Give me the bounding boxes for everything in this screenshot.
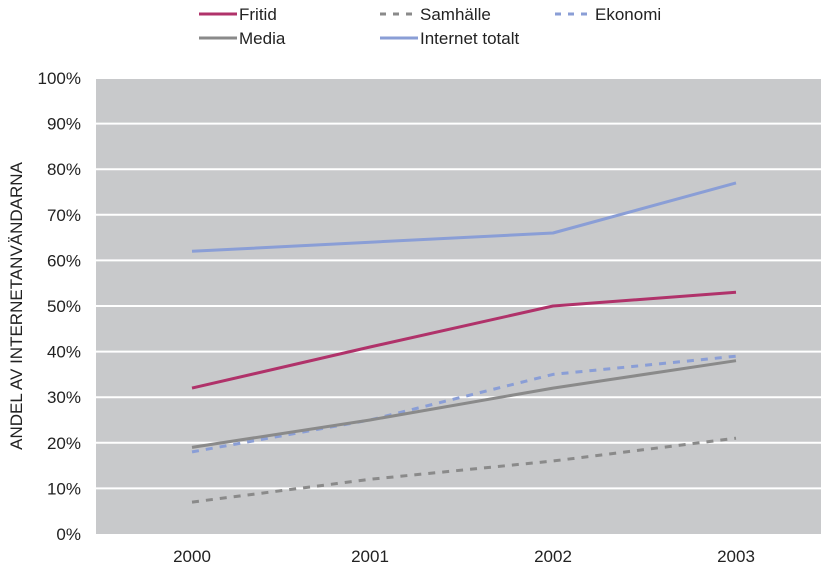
y-tick-label: 70% [47, 206, 81, 225]
series-line [191, 359, 737, 449]
y-tick-label: 40% [47, 343, 81, 362]
y-tick-label: 100% [38, 69, 81, 88]
legend-label: Internet totalt [420, 29, 520, 48]
x-tick-label: 2002 [534, 547, 572, 566]
x-tick-label: 2003 [717, 547, 755, 566]
y-tick-label: 80% [47, 160, 81, 179]
y-axis-label: ANDEL AV INTERNETANVÄNDARNA [7, 161, 26, 449]
y-tick-label: 30% [47, 388, 81, 407]
legend: Fritid Samhälle Ekonomi Media Internet total… [199, 5, 661, 48]
y-tick-label: 20% [47, 434, 81, 453]
series-line [191, 354, 737, 454]
series-line [191, 290, 737, 390]
series-lines [191, 181, 737, 504]
legend-label: Media [239, 29, 286, 48]
legend-label: Fritid [239, 5, 277, 24]
x-tick-label: 2000 [173, 547, 211, 566]
y-axis-ticks: 0% 10% 20% 30% 40% 50% 60% 70% 80% 90% 100% [38, 69, 81, 544]
y-tick-label: 60% [47, 251, 81, 270]
x-axis-ticks: 2000 2001 2002 2003 [173, 547, 755, 566]
series-line [191, 181, 737, 253]
y-tick-label: 90% [47, 115, 81, 134]
x-tick-label: 2001 [351, 547, 389, 566]
legend-label: Ekonomi [595, 5, 661, 24]
y-tick-label: 50% [47, 297, 81, 316]
legend-label: Samhälle [420, 5, 491, 24]
y-tick-label: 0% [56, 525, 81, 544]
series-line [191, 436, 737, 504]
y-tick-label: 10% [47, 479, 81, 498]
